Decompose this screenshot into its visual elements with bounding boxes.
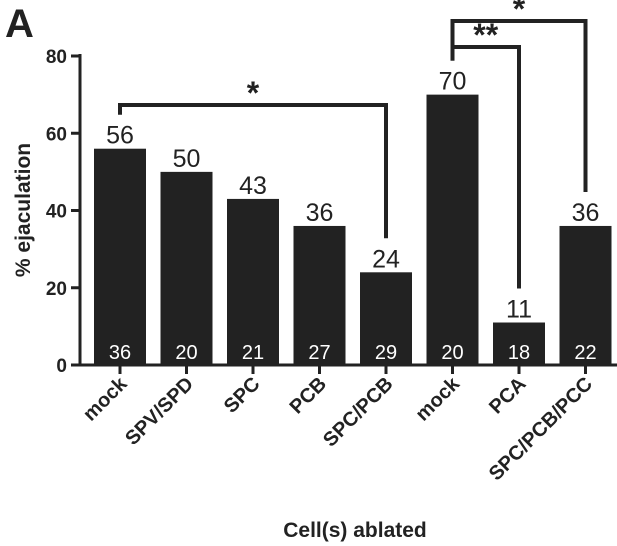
bar-n-label: 20 (175, 342, 197, 364)
x-tick-label: SPC (220, 373, 265, 418)
x-tick-label: mock (79, 372, 132, 425)
bar-value-label: 11 (506, 296, 532, 324)
bar-n-label: 18 (508, 342, 530, 364)
bar-value-label: 36 (572, 199, 600, 227)
significance-label: * (513, 0, 526, 27)
y-tick-label: 0 (56, 356, 67, 377)
bar-n-label: 29 (375, 342, 397, 364)
y-axis-title: % ejaculation (12, 143, 35, 277)
x-tick-label: mock (412, 372, 465, 425)
bar (293, 225, 346, 365)
bar-n-label: 36 (109, 342, 131, 364)
x-tick-label: SPC/PCB (319, 373, 397, 451)
bar (559, 225, 612, 365)
bar (426, 94, 479, 365)
panel-label: A (5, 2, 34, 46)
bar (493, 322, 545, 365)
bar (94, 148, 146, 365)
y-tick-label: 40 (46, 202, 67, 223)
bar (227, 198, 279, 365)
x-tick-label: PCB (286, 373, 331, 418)
plot-area: 0 20 40 60 80 56 36 mock 50 20 SPV/SPD 43 21 SPC 36 27 P… (46, 0, 617, 485)
y-tick-label: 20 (46, 279, 67, 300)
bar-n-label: 20 (441, 342, 463, 364)
bar-value-label: 70 (439, 68, 467, 96)
x-tick-label: PCA (485, 373, 530, 418)
x-axis-title: Cell(s) ablated (283, 519, 427, 542)
bar-n-label: 27 (308, 342, 330, 364)
bar (360, 272, 412, 365)
y-tick-label: 80 (46, 47, 67, 68)
significance-label: * (247, 75, 260, 111)
bar (160, 171, 213, 365)
bar-value-label: 43 (239, 172, 267, 200)
bar-value-label: 56 (106, 122, 134, 150)
bar-n-label: 21 (242, 342, 264, 364)
y-tick-label: 60 (46, 124, 67, 145)
bar-value-label: 36 (306, 199, 334, 227)
x-tick-label: SPV/SPD (121, 373, 198, 450)
bar-n-label: 22 (574, 342, 596, 364)
bar-value-label: 24 (372, 245, 400, 273)
significance-bracket (450, 19, 588, 192)
significance-bracket (118, 103, 388, 239)
bar-value-label: 50 (173, 145, 201, 173)
